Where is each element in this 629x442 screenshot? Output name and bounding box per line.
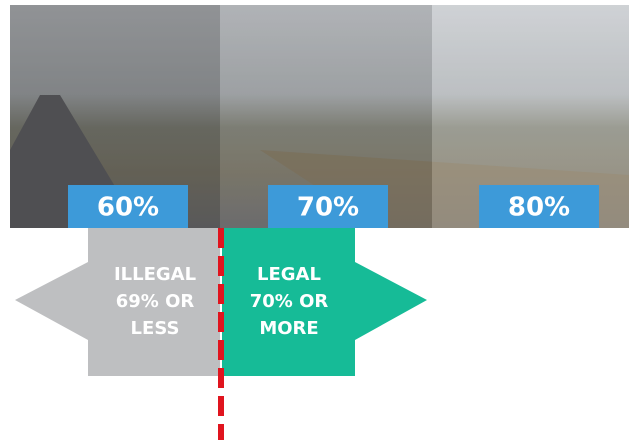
illegal-text: ILLEGAL 69% OR LESS <box>114 264 196 339</box>
illegal-line: ILLEGAL <box>114 264 196 285</box>
legal-line: MORE <box>259 318 318 339</box>
legal-line: LEGAL <box>257 264 321 285</box>
label-boxes: 60% 70% 80% <box>68 185 599 228</box>
legal-text: LEGAL 70% OR MORE <box>250 264 329 339</box>
illegal-arrow <box>15 228 220 376</box>
legal-arrow <box>222 228 427 376</box>
tint-label: 60% <box>97 193 159 223</box>
illegal-line: LESS <box>131 318 180 339</box>
tint-label: 80% <box>508 193 570 223</box>
illegal-line: 69% OR <box>116 291 195 312</box>
legal-line: 70% OR <box>250 291 329 312</box>
tint-label: 70% <box>297 193 359 223</box>
